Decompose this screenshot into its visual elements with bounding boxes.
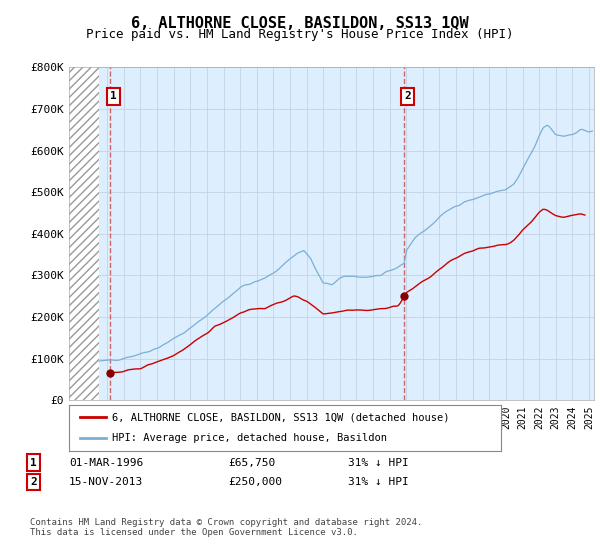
Text: 01-MAR-1996: 01-MAR-1996 [69,458,143,468]
Text: 15-NOV-2013: 15-NOV-2013 [69,477,143,487]
Text: 2: 2 [30,477,37,487]
Text: 1: 1 [110,91,117,101]
Text: 31% ↓ HPI: 31% ↓ HPI [348,477,409,487]
Text: 6, ALTHORNE CLOSE, BASILDON, SS13 1QW (detached house): 6, ALTHORNE CLOSE, BASILDON, SS13 1QW (d… [112,412,450,422]
Bar [69,67,99,400]
Text: 6, ALTHORNE CLOSE, BASILDON, SS13 1QW: 6, ALTHORNE CLOSE, BASILDON, SS13 1QW [131,16,469,31]
Text: Price paid vs. HM Land Registry's House Price Index (HPI): Price paid vs. HM Land Registry's House … [86,28,514,41]
Text: 31% ↓ HPI: 31% ↓ HPI [348,458,409,468]
Text: 2: 2 [404,91,411,101]
Text: Contains HM Land Registry data © Crown copyright and database right 2024.
This d: Contains HM Land Registry data © Crown c… [30,518,422,538]
Text: £250,000: £250,000 [228,477,282,487]
Text: £65,750: £65,750 [228,458,275,468]
Text: 1: 1 [30,458,37,468]
Text: HPI: Average price, detached house, Basildon: HPI: Average price, detached house, Basi… [112,433,387,444]
